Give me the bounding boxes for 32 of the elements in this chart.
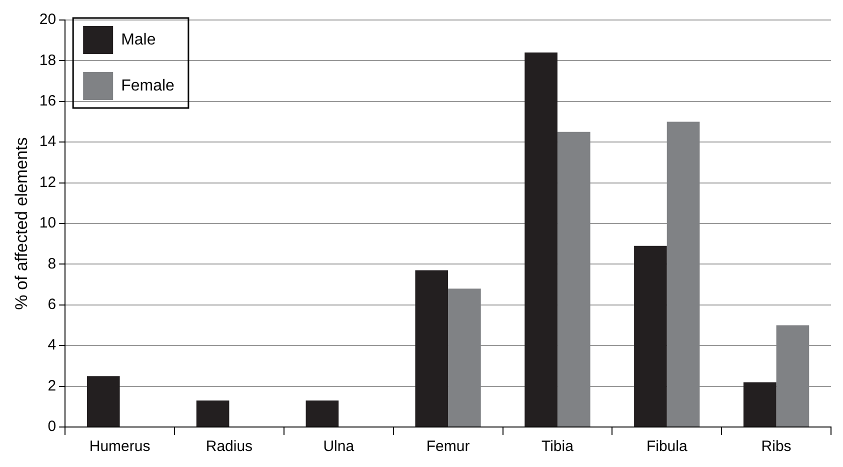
y-tick-label: 12	[39, 174, 56, 191]
bar	[306, 400, 339, 426]
bar	[524, 52, 558, 426]
bar	[743, 382, 776, 426]
y-tick-label: 6	[48, 296, 56, 314]
y-axis-title: % of affected elements	[12, 137, 31, 310]
x-tick-label: Femur	[426, 438, 470, 456]
bar	[634, 246, 667, 426]
y-tick-label: 0	[48, 418, 56, 436]
bar	[196, 400, 230, 426]
y-tick-label: 18	[39, 52, 56, 69]
legend-label: Female	[121, 77, 175, 94]
y-tick-label: 14	[39, 133, 56, 150]
y-tick-label: 10	[39, 214, 56, 232]
bar	[666, 122, 700, 426]
x-tick-label: Ulna	[323, 438, 355, 456]
y-tick-label: 2	[48, 377, 56, 394]
legend-label: Male	[121, 31, 156, 48]
bar	[86, 376, 120, 426]
y-tick-label: 20	[39, 11, 56, 28]
bar	[557, 132, 590, 426]
y-tick-label: 16	[39, 92, 56, 110]
x-tick-label: Radius	[206, 438, 253, 456]
y-tick-label: 8	[48, 255, 56, 272]
bar	[448, 288, 481, 426]
y-tick-label: 4	[48, 336, 56, 354]
x-tick-label: Tibia	[541, 438, 574, 456]
x-tick-label: Ribs	[761, 438, 792, 456]
bar	[415, 270, 448, 426]
bar	[776, 325, 810, 426]
x-tick-label: Humerus	[89, 438, 150, 456]
x-tick-label: Fibula	[646, 438, 688, 456]
